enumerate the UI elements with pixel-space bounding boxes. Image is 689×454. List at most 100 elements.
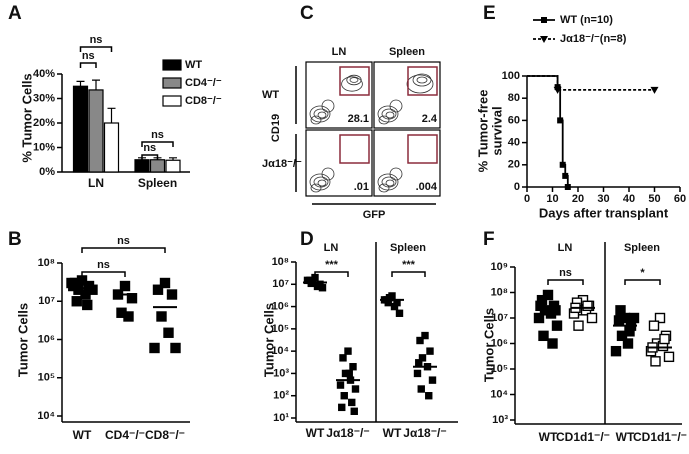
data-point <box>390 302 399 311</box>
y-axis-label: CD19 <box>270 114 282 142</box>
bar <box>134 159 150 173</box>
data-point <box>152 284 164 295</box>
legend-label: WT (n=10) <box>560 14 613 26</box>
column-label: LN <box>332 46 347 58</box>
bar <box>88 89 104 173</box>
x-tick-label: CD1d1⁻/⁻ <box>556 430 610 444</box>
x-tick-label: WT <box>616 430 635 444</box>
y-tick-label: 80 <box>508 92 520 104</box>
contour <box>416 76 428 84</box>
y-tick-label: 10⁴ <box>271 345 289 357</box>
data-point <box>554 84 561 91</box>
significance-label: ns <box>143 142 156 154</box>
data-point <box>562 172 569 179</box>
significance-label: ns <box>90 34 103 46</box>
data-point <box>538 330 549 342</box>
bar <box>149 159 166 173</box>
data-point <box>582 300 593 312</box>
x-tick-label: Jα18⁻/⁻ <box>403 426 446 440</box>
data-point <box>123 311 134 322</box>
significance-label: * <box>640 267 645 279</box>
significance-label: ns <box>82 50 95 62</box>
data-point <box>417 385 425 393</box>
y-tick-label: 10% <box>33 141 55 153</box>
x-tick-label: LN <box>88 176 104 190</box>
column-label: Spleen <box>389 46 425 58</box>
significance-bracket <box>81 271 126 277</box>
data-point <box>170 342 181 354</box>
y-tick-label: 100 <box>502 70 520 82</box>
data-point <box>166 289 178 300</box>
y-tick-label: 10⁵ <box>491 363 508 375</box>
contour <box>321 167 335 181</box>
data-point <box>68 280 79 292</box>
significance-bracket <box>624 279 661 285</box>
y-tick-label: 10⁶ <box>272 300 289 312</box>
error-bar <box>76 80 85 87</box>
y-tick-label: 20% <box>33 117 55 129</box>
y-tick-label: 10⁶ <box>38 333 55 345</box>
legend-swatch <box>162 77 182 89</box>
y-tick-label: 10⁴ <box>37 410 55 422</box>
y-tick-label: 10⁵ <box>38 372 55 384</box>
data-point <box>610 345 622 357</box>
data-point <box>82 299 93 311</box>
legend-label: CD8⁻/⁻ <box>185 95 222 107</box>
contour <box>412 73 432 87</box>
x-tick-label: 60 <box>674 193 686 205</box>
bar <box>72 85 89 173</box>
data-point <box>413 369 422 378</box>
data-point <box>628 312 640 324</box>
error-bar <box>107 107 116 123</box>
significance-bracket <box>314 271 349 277</box>
data-point <box>428 376 437 384</box>
data-point <box>163 327 174 338</box>
y-axis-label: % Tumor-free <box>475 90 490 173</box>
data-point <box>418 354 427 362</box>
data-point <box>395 309 404 317</box>
data-point <box>351 385 360 393</box>
gate-label: .01 <box>354 181 369 193</box>
significance-bracket <box>547 279 584 285</box>
significance-bracket <box>79 62 97 68</box>
panel-letter: C <box>300 3 314 24</box>
y-tick-label: 0% <box>39 166 55 178</box>
panel-letter: A <box>8 3 22 24</box>
contour <box>310 183 322 193</box>
data-point <box>159 277 171 289</box>
gate-label: 28.1 <box>348 113 369 125</box>
data-point <box>648 320 660 331</box>
panel-letter: D <box>300 229 314 250</box>
data-point <box>345 369 353 378</box>
contour <box>385 111 395 119</box>
significance-label: ns <box>151 129 164 141</box>
significance-bracket <box>79 46 113 52</box>
contour <box>377 173 399 191</box>
data-point <box>119 280 131 292</box>
gate <box>407 66 438 96</box>
bar <box>165 159 181 173</box>
legend-label: CD4⁻/⁻ <box>185 77 222 89</box>
y-tick-label: 10⁸ <box>38 257 55 269</box>
y-tick-label: 0 <box>514 181 520 193</box>
contour <box>389 99 403 113</box>
significance-label: ns <box>97 259 110 271</box>
legend-swatch <box>162 59 182 71</box>
gate-label: 2.4 <box>422 113 438 125</box>
x-tick-label: CD1d1⁻/⁻ <box>633 430 687 444</box>
data-point <box>564 184 571 190</box>
significance-bracket <box>141 154 159 160</box>
data-point <box>654 312 666 324</box>
data-point <box>550 305 561 316</box>
data-point <box>533 312 545 324</box>
contour <box>317 111 327 119</box>
data-point <box>348 398 356 407</box>
significance-label: *** <box>402 259 416 271</box>
significance-label: *** <box>325 259 339 271</box>
y-tick-label: 40 <box>508 137 520 149</box>
data-point <box>416 336 424 345</box>
y-axis-label: survival <box>489 106 504 155</box>
y-tick-label: 10⁸ <box>491 286 508 298</box>
y-tick-label: 10⁷ <box>272 278 289 290</box>
